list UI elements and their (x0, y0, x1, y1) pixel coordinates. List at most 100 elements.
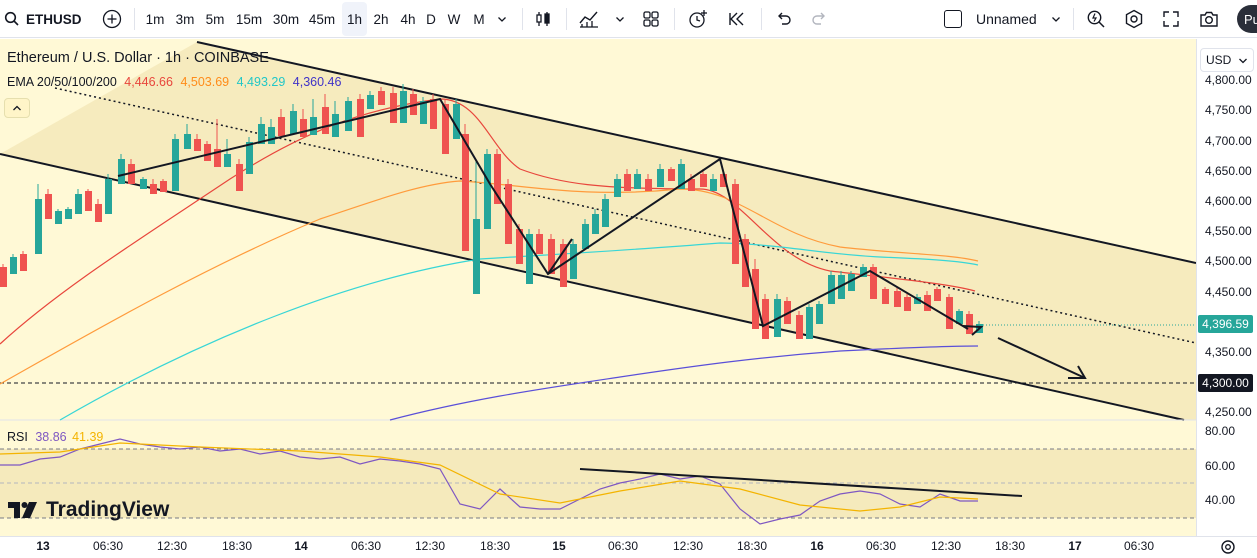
plus-circle-icon (102, 9, 122, 29)
candle-body (870, 267, 877, 299)
time-tick: 06:30 (92, 539, 124, 553)
layout-menu-button[interactable]: Unnamed (944, 0, 1068, 38)
candle-body (710, 179, 717, 191)
time-tick: 18:30 (994, 539, 1026, 553)
snapshot-button[interactable] (1196, 0, 1222, 38)
legend-title-text: Ethereum / U.S. Dollar · 1h · COINBASE (7, 50, 269, 66)
rsi-tick: 60.00 (1205, 459, 1236, 473)
timeframe-4h[interactable]: 4h (400, 11, 416, 27)
price-tick: 4,350.00 (1205, 345, 1252, 359)
rsi-divergence-line (579, 468, 1023, 497)
candle-body (614, 179, 621, 197)
symbol-legend[interactable]: Ethereum / U.S. Dollar · 1h · COINBASE (7, 50, 269, 66)
logo-text: TradingView (46, 498, 170, 521)
redo-icon (812, 12, 825, 25)
compare-symbol-button[interactable] (99, 0, 125, 38)
candle-body (904, 297, 911, 311)
publish-button[interactable]: Pu (1237, 5, 1257, 33)
candle-body (462, 134, 469, 251)
candle-body (860, 267, 867, 277)
candle-body (536, 234, 543, 254)
candle-body (290, 111, 297, 134)
chart-type-button[interactable] (531, 0, 555, 38)
currency-selector[interactable]: USD (1200, 48, 1254, 72)
time-tick: 18:30 (736, 539, 768, 553)
candle-body (924, 295, 931, 311)
ema-50-line (0, 180, 979, 385)
alarm-clock-plus-icon (689, 10, 707, 28)
time-axis[interactable] (0, 536, 1257, 558)
symbol-name: ETHUSD (26, 11, 82, 27)
candle-body (128, 164, 135, 184)
axis-settings-icon[interactable] (1219, 538, 1237, 556)
timeframe-1m[interactable]: 1m (145, 11, 165, 27)
timeframe-3m[interactable]: 3m (175, 11, 195, 27)
candle-body (442, 104, 449, 154)
candle-body (828, 275, 835, 304)
candle-body (430, 99, 437, 129)
zigzag-trendline (117, 97, 969, 330)
candle-body (224, 154, 231, 167)
ema-100-value: 4,493.29 (236, 75, 286, 89)
price-tick: 4,700.00 (1205, 134, 1252, 148)
indicators-button[interactable] (576, 0, 602, 38)
toolbar-divider (1073, 8, 1074, 30)
timeframe-30m[interactable]: 30m (272, 11, 300, 27)
candle-body (278, 117, 285, 136)
settings-button[interactable] (1121, 0, 1147, 38)
collapse-legend-button[interactable] (4, 98, 30, 118)
candle-body (894, 291, 901, 307)
candle-body (645, 179, 652, 191)
timeframe-5m[interactable]: 5m (205, 11, 225, 27)
undo-button[interactable] (771, 0, 795, 38)
background-patch (0, 39, 200, 153)
quick-search-button[interactable] (1083, 0, 1109, 38)
ema-20-line (0, 98, 976, 345)
candle-body (668, 169, 675, 181)
rsi-legend[interactable]: RSI 38.86 41.39 (7, 430, 103, 444)
layouts-button[interactable] (638, 0, 664, 38)
toolbar-divider (522, 8, 523, 30)
chevron-down-icon (1239, 58, 1247, 64)
symbol-search-button[interactable]: ETHUSD (4, 0, 82, 38)
toolbar-divider (566, 8, 567, 30)
tradingview-logo[interactable]: TradingView (8, 498, 169, 522)
timeframe-day[interactable]: D (426, 11, 436, 27)
timeframe-week[interactable]: W (447, 11, 461, 27)
timeframe-month[interactable]: M (473, 11, 485, 27)
alert-button[interactable] (684, 0, 712, 38)
candle-body (688, 179, 695, 191)
timeframe-2h[interactable]: 2h (373, 11, 389, 27)
candle-body (246, 142, 253, 174)
rsi-line (0, 438, 978, 525)
time-tick: 06:30 (350, 539, 382, 553)
candle-body (194, 139, 201, 151)
timeframe-1h[interactable]: 1h (342, 2, 367, 36)
projection-arrow-line (997, 337, 1086, 379)
fullscreen-icon (1163, 11, 1179, 27)
ema-20-value: 4,446.66 (124, 75, 173, 89)
candle-body (35, 199, 42, 254)
price-axis[interactable] (1196, 39, 1257, 536)
timeframe-45m[interactable]: 45m (308, 11, 336, 27)
channel-lower-line (0, 153, 1185, 421)
timeframe-dropdown[interactable] (493, 0, 511, 38)
candle-body (602, 199, 609, 227)
indicators-dropdown[interactable] (611, 0, 629, 38)
candle-body (582, 224, 589, 249)
redo-button[interactable] (808, 0, 832, 38)
time-tick: 12:30 (414, 539, 446, 553)
price-tick: 4,750.00 (1205, 103, 1252, 117)
candle-body (160, 181, 167, 192)
time-tick: 14 (294, 539, 308, 553)
candle-body (150, 184, 157, 194)
candle-body (516, 229, 523, 264)
timeframe-15m[interactable]: 15m (235, 11, 263, 27)
candle-body (914, 297, 921, 304)
fullscreen-button[interactable] (1158, 0, 1184, 38)
replay-button[interactable] (724, 0, 750, 38)
layout-checkbox-icon (944, 10, 962, 28)
time-tick: 18:30 (479, 539, 511, 553)
ema-legend[interactable]: EMA 20/50/100/200 4,446.66 4,503.69 4,49… (7, 75, 341, 89)
ema-200-line (389, 345, 979, 421)
